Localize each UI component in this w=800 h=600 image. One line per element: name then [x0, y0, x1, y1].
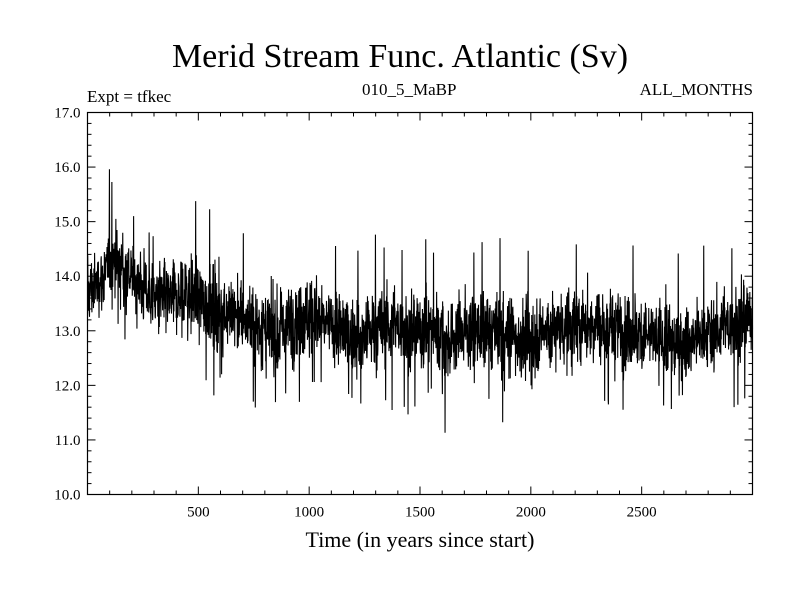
series-layer [86, 169, 754, 433]
y-tick-label: 17.0 [54, 106, 80, 122]
x-tick-label: 1000 [294, 505, 324, 521]
y-tick-label: 15.0 [54, 215, 80, 231]
x-tick-label: 2000 [516, 505, 546, 521]
x-tick-label: 500 [187, 505, 210, 521]
experiment-label: Expt = tfkec [87, 87, 172, 106]
y-tick-label: 12.0 [54, 378, 80, 394]
x-tick-label: 2500 [627, 505, 657, 521]
x-tick-label: 1500 [405, 505, 435, 521]
axis-ticks: 10.0 11.0 12.0 13.0 14.0 15.0 16.0 17.0 500 1000 1… [54, 106, 753, 521]
y-tick-label: 16.0 [54, 160, 80, 176]
run-label: 010_5_MaBP [362, 80, 457, 99]
y-tick-label: 11.0 [55, 433, 81, 449]
period-label: ALL_MONTHS [639, 80, 753, 99]
x-axis-title: Time (in years since start) [305, 527, 535, 552]
y-tick-label: 14.0 [54, 269, 80, 285]
chart-title: Merid Stream Func. Atlantic (Sv) [171, 38, 629, 75]
y-tick-label: 10.0 [54, 488, 80, 504]
series-line [86, 169, 754, 433]
y-tick-label: 13.0 [54, 324, 80, 340]
